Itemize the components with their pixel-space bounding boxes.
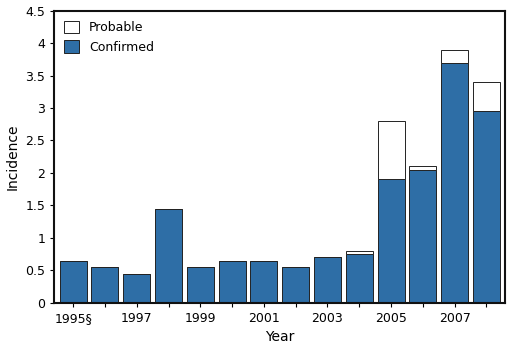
Bar: [60, 261, 87, 303]
Bar: [314, 257, 341, 303]
Bar: [250, 261, 277, 303]
Bar: [346, 251, 373, 254]
Bar: [409, 170, 436, 303]
X-axis label: Year: Year: [265, 330, 294, 344]
Bar: [473, 111, 500, 303]
Bar: [282, 267, 309, 303]
Legend: Probable, Confirmed: Probable, Confirmed: [60, 17, 158, 58]
Bar: [346, 254, 373, 303]
Bar: [409, 167, 436, 170]
Bar: [378, 180, 405, 303]
Bar: [155, 209, 182, 303]
Bar: [441, 63, 468, 303]
Y-axis label: Incidence: Incidence: [6, 124, 19, 190]
Bar: [123, 274, 150, 303]
Bar: [473, 82, 500, 111]
Bar: [91, 267, 119, 303]
Bar: [187, 267, 214, 303]
Bar: [378, 121, 405, 180]
Bar: [219, 261, 246, 303]
Bar: [441, 50, 468, 63]
